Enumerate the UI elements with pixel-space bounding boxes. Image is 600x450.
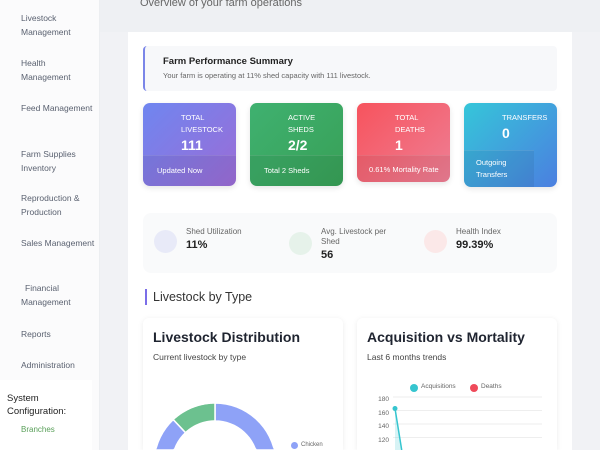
page-subtitle: Overview of your farm operations <box>140 0 303 9</box>
stat-label: Health Index <box>456 227 501 236</box>
acquisitions-point[interactable] <box>392 405 398 411</box>
section-title: Livestock by Type <box>145 289 252 305</box>
y-tick: 140 <box>378 423 389 430</box>
legend-label[interactable]: Chicken <box>301 442 323 448</box>
card-label: TRANSFERS <box>502 113 548 122</box>
y-tick: 120 <box>378 436 389 444</box>
sidebar-item-feed[interactable]: Feed Management <box>21 103 93 113</box>
stats-panel: Shed Utilization 11% Avg. Livestock per … <box>143 213 557 273</box>
stat-value: 99.39% <box>456 239 494 251</box>
sidebar-item-reproduction[interactable]: Reproduction & Production <box>21 193 80 217</box>
acquisitions-area <box>395 408 402 450</box>
card-footer: 0.61% Mortality Rate <box>357 155 450 182</box>
y-tick: 180 <box>378 396 389 403</box>
legend-swatch-deaths <box>470 384 478 392</box>
legend-acquisitions[interactable]: Acquisitions <box>421 383 456 390</box>
sidebar-item-administration[interactable]: Administration <box>21 360 75 370</box>
card-label: TOTAL LIVESTOCK <box>181 113 223 134</box>
sidebar-item-livestock[interactable]: Livestock Management <box>21 13 71 37</box>
sidebar-item-reports[interactable]: Reports <box>21 329 51 339</box>
sidebar: Livestock Management Health Management F… <box>0 0 100 450</box>
chart-subtitle: Last 6 months trends <box>367 352 447 362</box>
card-total-deaths[interactable]: TOTAL DEATHS 1 0.61% Mortality Rate <box>357 103 450 182</box>
performance-summary: Farm Performance Summary Your farm is op… <box>143 46 557 91</box>
chart-subtitle: Current livestock by type <box>153 352 247 362</box>
chart-title: Acquisition vs Mortality <box>367 329 525 345</box>
stat-label: Shed Utilization <box>186 227 242 236</box>
donut-slice-other[interactable] <box>172 402 216 434</box>
summary-text: Your farm is operating at 11% shed capac… <box>163 71 371 80</box>
sidebar-item-supplies[interactable]: Farm Supplies Inventory <box>21 149 76 173</box>
stat-label: Avg. Livestock per Shed <box>321 227 387 246</box>
card-value: 0 <box>502 125 510 141</box>
legend-swatch <box>291 442 298 449</box>
donut-chart <box>154 402 276 450</box>
sidebar-item-branches[interactable]: Branches <box>21 425 55 434</box>
system-config-title: System Configuration: <box>7 393 67 417</box>
page-header: Overview of your farm operations <box>100 0 600 32</box>
stat-value: 56 <box>321 249 334 261</box>
stat-icon <box>424 230 447 253</box>
card-value: 111 <box>181 137 203 153</box>
card-footer: Outgoing Transfers <box>464 150 534 187</box>
card-footer: Total 2 Sheds <box>250 155 343 186</box>
acquisitions-line <box>394 408 403 450</box>
card-label: ACTIVE SHEDS <box>288 113 316 134</box>
card-transfers[interactable]: TRANSFERS 0 Outgoing Transfers <box>464 103 557 187</box>
card-total-livestock[interactable]: TOTAL LIVESTOCK 111 Updated Now <box>143 103 236 186</box>
card-label: TOTAL DEATHS <box>395 113 425 134</box>
acquisition-mortality-card: Acquisition vs Mortality Last 6 months t… <box>357 318 557 450</box>
line-chart <box>392 396 542 450</box>
sidebar-item-financial[interactable]: Financial Management <box>21 283 71 307</box>
card-value: 2/2 <box>288 137 308 153</box>
summary-title: Farm Performance Summary <box>163 56 293 67</box>
stat-value: 11% <box>186 239 208 251</box>
chart-title: Livestock Distribution <box>153 329 301 345</box>
system-configuration: System Configuration: Branches <box>0 380 92 450</box>
stat-icon <box>289 232 312 255</box>
livestock-distribution-card: Livestock Distribution Current livestock… <box>143 318 343 450</box>
legend-deaths[interactable]: Deaths <box>481 383 502 390</box>
card-value: 1 <box>395 137 403 153</box>
sidebar-item-health[interactable]: Health Management <box>21 58 71 82</box>
card-footer: Updated Now <box>143 155 236 186</box>
card-active-sheds[interactable]: ACTIVE SHEDS 2/2 Total 2 Sheds <box>250 103 343 186</box>
legend-swatch-acquisitions <box>410 384 418 392</box>
y-tick: 160 <box>378 409 389 417</box>
stat-icon <box>154 230 177 253</box>
sidebar-item-sales[interactable]: Sales Management <box>21 238 95 248</box>
